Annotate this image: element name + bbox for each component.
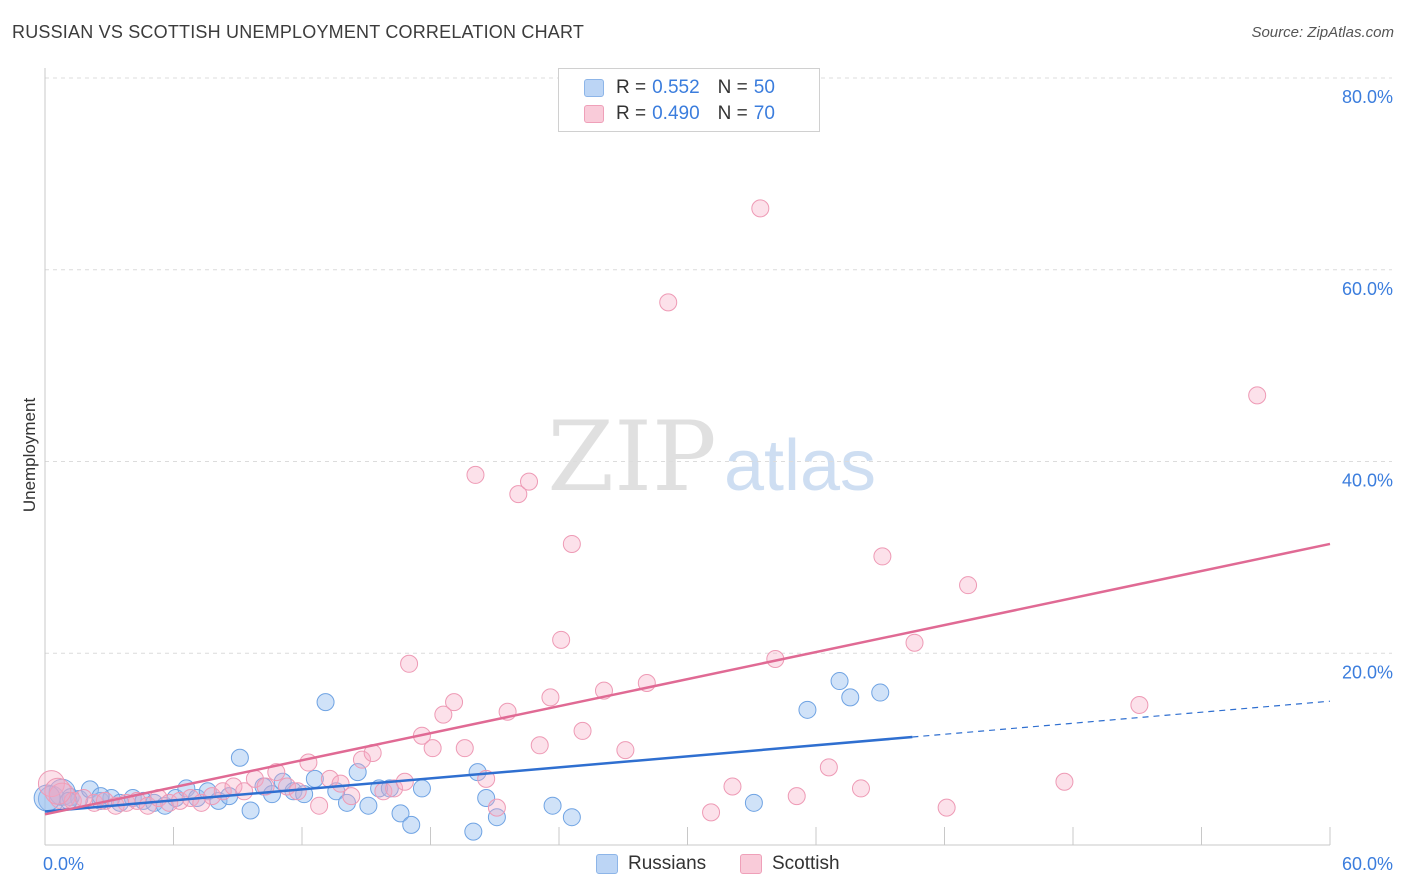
russians-point	[230, 748, 249, 767]
scottish-point	[352, 750, 371, 769]
scottish-point	[466, 465, 485, 484]
scottish-trend-line	[44, 542, 1331, 816]
y-tick-label: 80.0%	[1342, 87, 1393, 107]
russians-point	[562, 808, 581, 827]
russians-point	[359, 796, 378, 815]
russians-point	[305, 769, 324, 788]
r-label: R =	[616, 77, 647, 98]
russians-legend-label: Russians	[628, 853, 707, 874]
scottish-swatch	[584, 105, 604, 123]
scottish-legend-swatch	[740, 854, 762, 874]
legend-russians: Russians	[596, 852, 706, 876]
x-tick-label: 60.0%	[1342, 854, 1393, 874]
russians-point	[412, 779, 431, 798]
scottish-point	[616, 741, 635, 760]
scottish-point	[267, 763, 286, 782]
scottish-point	[487, 798, 506, 817]
y-tick-label: 20.0%	[1342, 662, 1393, 682]
russians-point	[241, 801, 260, 820]
n-label: N =	[717, 77, 748, 98]
scottish-point	[905, 633, 924, 652]
r-label: R =	[616, 103, 647, 124]
scottish-point	[509, 485, 528, 504]
russians-point	[543, 796, 562, 815]
scottish-point	[342, 787, 361, 806]
scottish-point	[562, 534, 581, 553]
russians-point	[830, 672, 849, 691]
scottish-point	[331, 774, 350, 793]
russians-point	[487, 808, 506, 827]
russians-point	[316, 693, 335, 712]
chart-title: RUSSIAN VS SCOTTISH UNEMPLOYMENT CORRELA…	[12, 22, 585, 42]
scottish-point	[455, 739, 474, 758]
scottish-point	[530, 736, 549, 755]
scottish-point	[873, 547, 892, 566]
n-label: N =	[717, 103, 748, 124]
russians-point	[798, 700, 817, 719]
russians-trend-extension	[912, 700, 1331, 738]
russians-legend-swatch	[596, 854, 618, 874]
russians-point	[391, 804, 410, 823]
scottish-point	[520, 472, 539, 491]
scottish-point	[1055, 772, 1074, 791]
scottish-point	[851, 779, 870, 798]
scottish-point	[723, 777, 742, 796]
scottish-point	[445, 693, 464, 712]
watermark-zip: ZIP	[547, 401, 716, 513]
r-value: 0.490	[652, 103, 700, 124]
scottish-point	[787, 787, 806, 806]
legend-row-scottish: R = 0.490 N = 70	[584, 102, 775, 126]
russians-point	[263, 785, 282, 804]
russians-trend-line	[44, 735, 913, 813]
russians-point	[841, 688, 860, 707]
scottish-point	[541, 688, 560, 707]
russians-swatch	[584, 79, 604, 97]
y-tick-label: 60.0%	[1342, 279, 1393, 299]
source-label: Source: ZipAtlas.com	[1251, 24, 1394, 41]
russians-point	[464, 822, 483, 841]
scottish-point	[659, 293, 678, 312]
scottish-point	[310, 796, 329, 815]
scottish-point	[1248, 386, 1267, 405]
legend-row-russians: R = 0.552 N = 50	[584, 76, 775, 100]
russians-point	[402, 815, 421, 834]
scottish-legend-label: Scottish	[772, 853, 840, 874]
scottish-point	[1130, 696, 1149, 715]
y-tick-label: 40.0%	[1342, 471, 1393, 491]
correlation-legend: R = 0.552 N = 50 R = 0.490 N = 70	[558, 68, 820, 132]
r-value: 0.552	[652, 77, 700, 98]
n-value: 70	[753, 103, 775, 124]
legend-scottish: Scottish	[740, 852, 840, 876]
scottish-point	[937, 798, 956, 817]
scottish-point	[552, 630, 571, 649]
scottish-point	[434, 705, 453, 724]
scottish-point	[702, 803, 721, 822]
scottish-point	[819, 758, 838, 777]
scottish-point	[751, 199, 770, 218]
scottish-point	[423, 739, 442, 758]
scottish-point	[959, 576, 978, 595]
scottish-point	[385, 779, 404, 798]
scottish-point	[400, 654, 419, 673]
x-tick-label: 0.0%	[43, 854, 84, 874]
watermark-atlas: atlas	[724, 426, 876, 506]
scottish-point	[573, 721, 592, 740]
russians-point	[871, 683, 890, 702]
scottish-point	[256, 777, 275, 796]
n-value: 50	[753, 77, 775, 98]
scottish-point	[44, 777, 72, 805]
russians-point	[744, 793, 763, 812]
